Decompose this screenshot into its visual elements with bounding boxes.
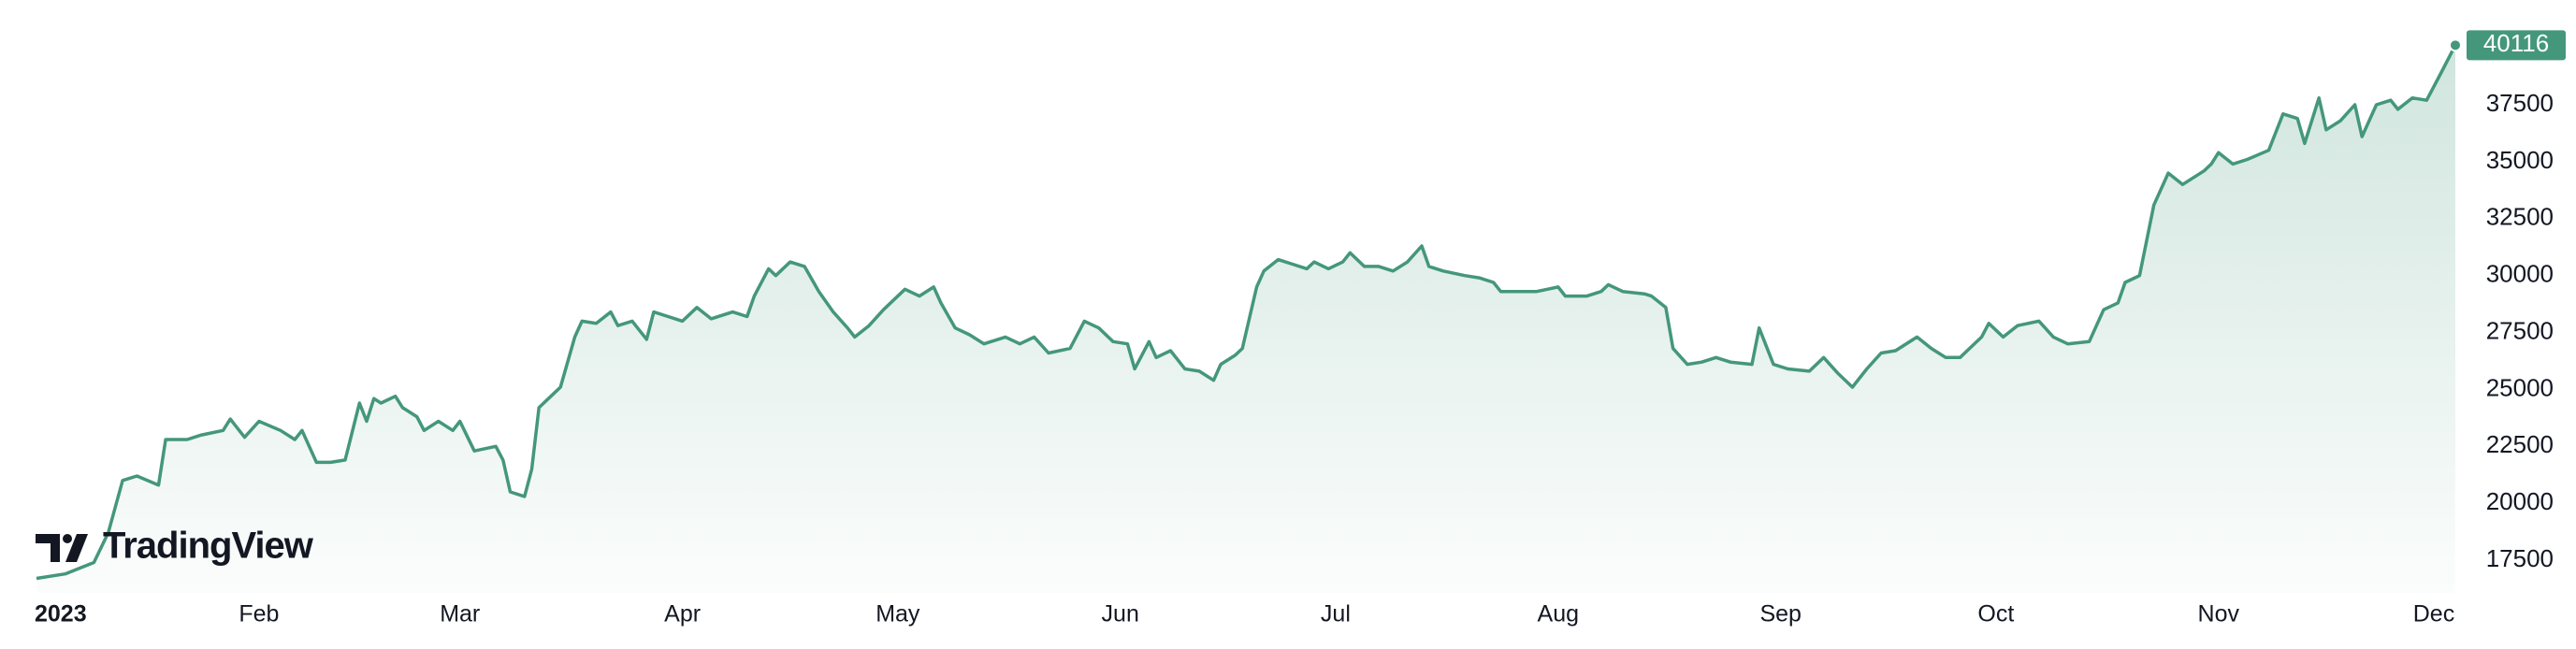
x-tick-label: Apr <box>664 601 701 627</box>
price-line <box>36 44 2457 581</box>
x-tick-label: 2023 <box>35 601 87 627</box>
x-tick-label: Aug <box>1538 601 1579 627</box>
last-point <box>2449 38 2462 52</box>
logo: TradingView <box>36 526 315 567</box>
x-tick-label: May <box>876 601 920 627</box>
y-tick-label: 27500 <box>2486 316 2554 344</box>
y-tick-label: 25000 <box>2486 373 2554 401</box>
last-value-label: 40116 <box>2483 29 2549 57</box>
y-tick-label: 17500 <box>2486 544 2554 572</box>
x-tick-label: Nov <box>2198 601 2240 627</box>
last-value-box <box>2467 30 2566 61</box>
x-tick-label: Mar <box>440 601 480 627</box>
y-tick-label: 22500 <box>2486 430 2554 458</box>
y-tick-label: 30000 <box>2486 260 2554 288</box>
x-tick-label: Jun <box>1102 601 1139 627</box>
x-tick-label: Feb <box>239 601 279 627</box>
watermark: TradingView <box>103 526 314 567</box>
x-tick-label: Jul <box>1321 601 1351 627</box>
x-tick-label: Sep <box>1759 601 1801 627</box>
y-tick-label: 35000 <box>2486 146 2554 174</box>
y-tick-label: 20000 <box>2486 487 2554 515</box>
area-fill <box>36 45 2455 594</box>
y-tick-label: 37500 <box>2486 89 2554 117</box>
y-tick-label: 32500 <box>2486 203 2554 231</box>
x-tick-label: Oct <box>1977 601 2014 627</box>
x-tick-label: Dec <box>2413 601 2454 627</box>
